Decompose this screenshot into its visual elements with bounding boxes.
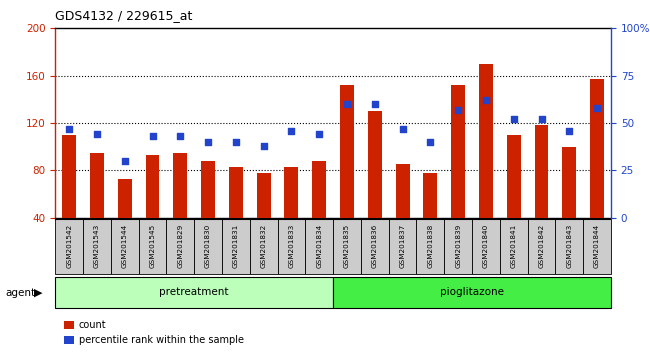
Point <box>425 139 436 145</box>
Bar <box>83 219 111 274</box>
Bar <box>472 219 500 274</box>
Bar <box>55 277 333 308</box>
Bar <box>590 79 604 218</box>
Bar <box>138 219 166 274</box>
Bar <box>534 125 549 218</box>
Bar <box>507 135 521 218</box>
Text: ▶: ▶ <box>34 288 42 298</box>
Text: GSM201829: GSM201829 <box>177 223 183 268</box>
Bar <box>312 161 326 218</box>
Bar <box>333 219 361 274</box>
Text: pioglitazone: pioglitazone <box>440 287 504 297</box>
Bar <box>361 219 389 274</box>
Bar <box>194 219 222 274</box>
Bar <box>222 219 250 274</box>
Point <box>481 97 491 103</box>
Text: GSM201840: GSM201840 <box>483 223 489 268</box>
Text: GSM201835: GSM201835 <box>344 223 350 268</box>
Bar <box>90 153 104 218</box>
Bar <box>257 173 270 218</box>
Bar <box>528 219 556 274</box>
Point <box>453 107 463 113</box>
Point <box>259 143 269 149</box>
Text: GSM201837: GSM201837 <box>400 223 406 268</box>
Bar <box>340 85 354 218</box>
Bar <box>451 85 465 218</box>
Bar <box>250 219 278 274</box>
Bar <box>229 167 243 218</box>
Bar <box>62 135 76 218</box>
Text: GSM201544: GSM201544 <box>122 223 127 268</box>
Bar <box>111 219 138 274</box>
Text: GSM201543: GSM201543 <box>94 223 100 268</box>
Text: GSM201834: GSM201834 <box>317 223 322 268</box>
Bar <box>389 219 417 274</box>
Bar <box>445 219 472 274</box>
Bar <box>555 219 583 274</box>
Bar <box>166 219 194 274</box>
Text: GSM201842: GSM201842 <box>539 223 545 268</box>
Text: GSM201844: GSM201844 <box>594 223 600 268</box>
Bar <box>479 64 493 218</box>
Text: GSM201833: GSM201833 <box>289 223 294 268</box>
Point <box>120 158 130 164</box>
Bar <box>562 147 577 218</box>
Text: GSM201832: GSM201832 <box>261 223 266 268</box>
Bar <box>396 165 410 218</box>
Text: GSM201542: GSM201542 <box>66 223 72 268</box>
Bar <box>146 155 159 218</box>
Text: GSM201545: GSM201545 <box>150 223 155 268</box>
Text: GSM201839: GSM201839 <box>455 223 461 268</box>
Point <box>592 105 603 111</box>
Point <box>564 128 575 133</box>
Text: pretreatment: pretreatment <box>159 287 229 297</box>
Bar <box>368 111 382 218</box>
Text: GDS4132 / 229615_at: GDS4132 / 229615_at <box>55 9 192 22</box>
Text: GSM201836: GSM201836 <box>372 223 378 268</box>
Bar <box>333 277 611 308</box>
Point <box>231 139 241 145</box>
Text: GSM201830: GSM201830 <box>205 223 211 268</box>
Bar <box>285 167 298 218</box>
Point <box>175 133 185 139</box>
Point <box>536 116 547 122</box>
Bar <box>583 219 611 274</box>
Text: agent: agent <box>5 288 35 298</box>
Text: GSM201838: GSM201838 <box>428 223 434 268</box>
Bar <box>174 153 187 218</box>
Point <box>64 126 74 132</box>
Point <box>342 101 352 107</box>
Bar <box>118 179 132 218</box>
Bar <box>500 219 528 274</box>
Point <box>92 132 102 137</box>
Bar <box>278 219 306 274</box>
Point <box>508 116 519 122</box>
Point <box>314 132 324 137</box>
Bar <box>201 161 215 218</box>
Point <box>370 101 380 107</box>
Text: GSM201841: GSM201841 <box>511 223 517 268</box>
Bar <box>417 219 445 274</box>
Text: GSM201831: GSM201831 <box>233 223 239 268</box>
Bar <box>423 173 437 218</box>
Bar <box>55 219 83 274</box>
Point <box>203 139 213 145</box>
Text: GSM201843: GSM201843 <box>566 223 572 268</box>
Legend: count, percentile rank within the sample: count, percentile rank within the sample <box>60 316 248 349</box>
Bar <box>306 219 333 274</box>
Point <box>148 133 158 139</box>
Point <box>286 128 296 133</box>
Point <box>397 126 408 132</box>
